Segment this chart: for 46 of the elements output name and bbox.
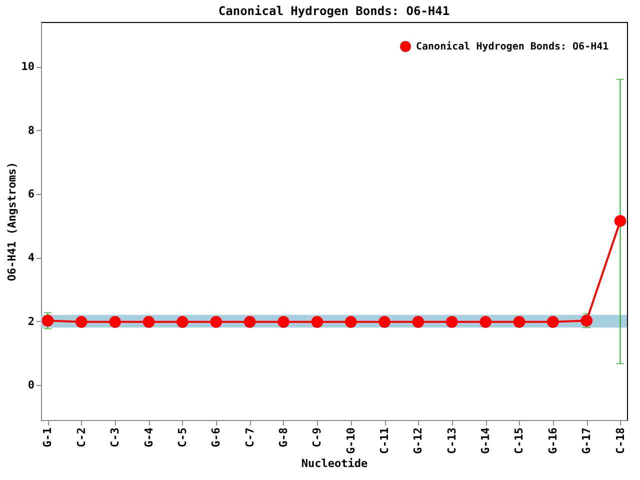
x-tick-label: C-13 <box>445 428 458 454</box>
y-tick-label: 2 <box>28 314 34 328</box>
point <box>513 316 526 328</box>
point <box>278 316 290 328</box>
point <box>109 316 122 328</box>
point <box>378 316 390 328</box>
point <box>210 316 222 328</box>
x-tick-label: C-3 <box>108 428 122 448</box>
point <box>446 316 458 328</box>
x-tick-label: G-6 <box>210 427 223 448</box>
point <box>614 215 626 227</box>
point <box>176 316 188 328</box>
point <box>546 316 559 328</box>
point <box>311 316 324 328</box>
x-tick-label: C-7 <box>243 428 256 448</box>
x-tick-label: G-10 <box>344 428 358 454</box>
point <box>412 316 424 328</box>
point <box>76 316 88 328</box>
x-tick-label: G-8 <box>276 428 290 448</box>
x-tick-label: G-4 <box>142 427 156 448</box>
x-tick-label: C-5 <box>176 428 189 448</box>
x-tick-label: G-14 <box>479 427 492 454</box>
x-tick-label: G-1 <box>41 427 54 448</box>
point <box>580 314 592 327</box>
legend-label: Canonical Hydrogen Bonds: O6-H41 <box>416 40 609 52</box>
x-tick-label: G-17 <box>580 428 594 454</box>
point <box>142 316 155 328</box>
y-tick-label: 6 <box>28 187 35 200</box>
y-tick-label: 8 <box>28 124 34 137</box>
point <box>480 316 492 328</box>
x-tick-label: C-15 <box>512 428 526 454</box>
y-tick-label: 10 <box>21 60 34 74</box>
x-axis-title: Nucleotide <box>301 456 368 470</box>
chart-title: Canonical Hydrogen Bonds: O6-H41 <box>218 4 450 18</box>
x-tick-label: C-9 <box>310 428 324 448</box>
point <box>42 314 54 327</box>
y-tick-label: 4 <box>28 251 35 264</box>
point <box>344 316 357 328</box>
y-tick-label: 0 <box>28 378 34 392</box>
x-tick-label: C-2 <box>74 428 88 448</box>
x-tick-label: C-18 <box>614 428 627 454</box>
x-tick-label: C-11 <box>378 427 392 454</box>
x-tick-label: G-16 <box>546 427 560 454</box>
x-tick-label: G-12 <box>412 428 425 454</box>
y-axis-title: O6-H41 (Angstroms) <box>5 162 18 282</box>
point <box>244 316 256 328</box>
